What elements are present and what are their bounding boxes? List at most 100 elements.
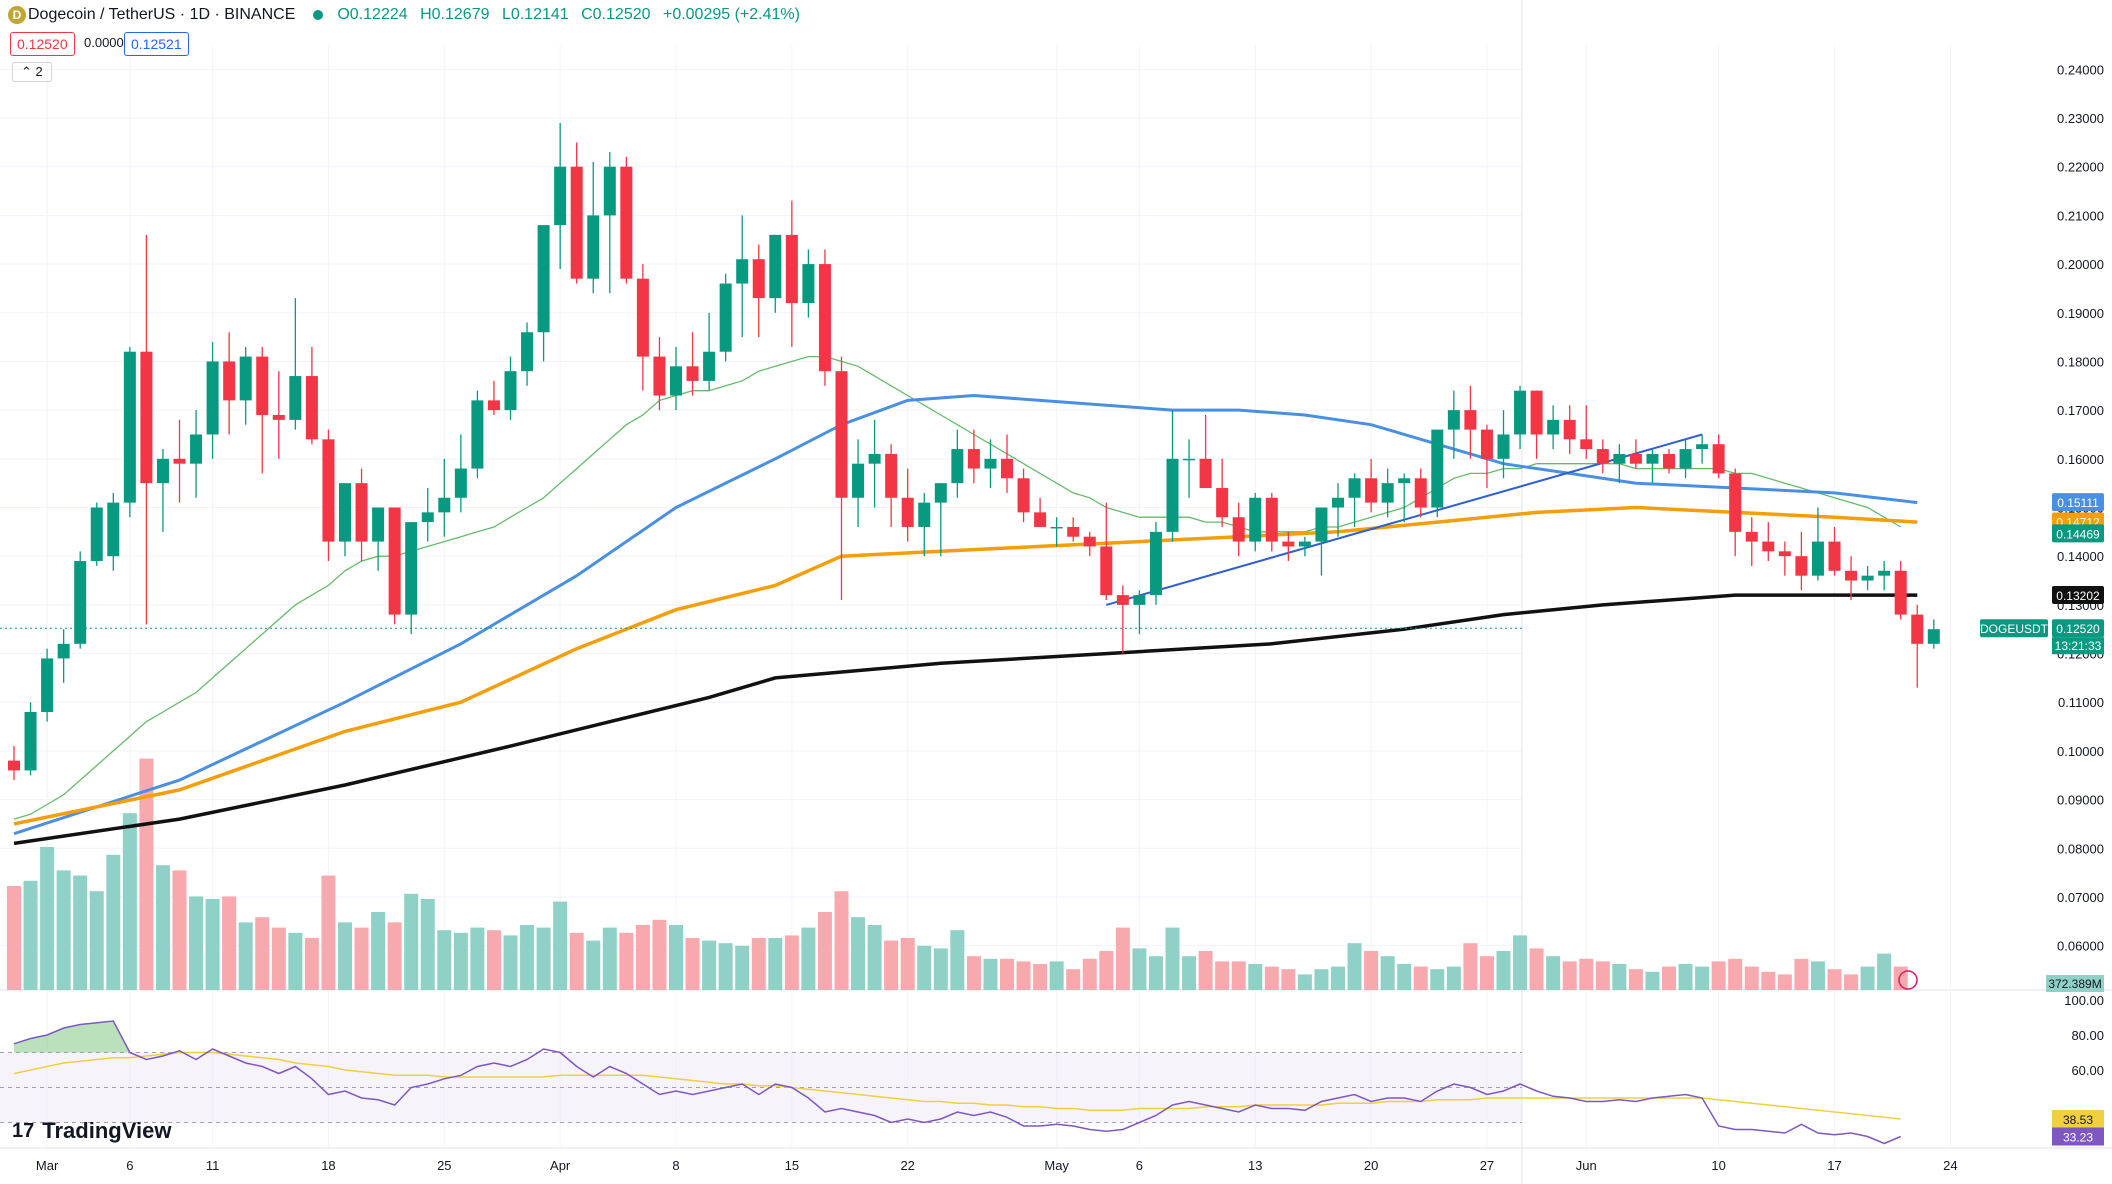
volume-bar [122,813,137,990]
candle-body [1811,541,1824,576]
y-tick-label: 0.21000 [2057,208,2104,223]
volume-bar [867,925,882,990]
candle-body [1878,570,1891,576]
candle-body [487,400,500,411]
candle-body [1861,575,1874,581]
volume-bar [470,927,485,990]
volume-bars [7,758,1908,990]
volume-bar [1877,953,1892,990]
volume-bar [1264,966,1279,990]
candle-body [1778,551,1791,557]
price-tag-label: 0.15111 [2057,496,2099,510]
volume-bar [1695,966,1710,990]
candle-body [1845,570,1858,581]
rsi-tick-label: 100.00 [2064,993,2104,1008]
volume-bar [817,912,832,990]
volume-bar [1099,951,1114,990]
tradingview-wordmark: TradingView [42,1118,172,1143]
volume-bar [1430,969,1445,990]
symbol-title[interactable]: Dogecoin / TetherUS · 1D · BINANCE [28,6,296,23]
indicators-toggle[interactable]: ⌃ 2 [12,62,52,82]
candle-body [190,434,203,464]
volume-bar [56,870,71,990]
x-tick-label: 15 [785,1158,799,1173]
volume-bar [404,893,419,990]
candle-body [1232,517,1245,542]
y-tick-label: 0.20000 [2057,257,2104,272]
candle-body [620,166,633,279]
candle-body [570,166,583,279]
volume-bar [1595,961,1610,990]
volume-bar [536,927,551,990]
volume-bar [155,865,170,990]
volume-bar [1397,964,1412,990]
sell-price-box[interactable]: 0.12520 [10,32,75,56]
y-tick-label: 0.08000 [2057,841,2104,856]
candle-body [421,512,434,523]
candle-body [1298,541,1311,547]
x-tick-label: May [1044,1158,1069,1173]
candle-body [537,225,550,333]
rsi-tick-label: 60.00 [2071,1063,2104,1078]
candle-body [123,351,136,503]
volume-bar [1579,958,1594,990]
buy-price-box[interactable]: 0.12521 [124,32,189,56]
candle-body [802,264,815,304]
price-tag-label: 0.13202 [2056,589,2100,603]
volume-bar [652,919,667,990]
volume-bar [801,927,816,990]
volume-bar [1314,969,1329,990]
x-tick-label: 27 [1480,1158,1494,1173]
candle-body [1663,453,1675,469]
volume-bar [702,940,717,990]
candle-body [1828,541,1841,571]
candle-body [74,561,87,644]
y-tick-label: 0.18000 [2057,354,2104,369]
volume-bar [437,930,452,990]
tradingview-logo[interactable]: 17 TradingView [12,1118,171,1144]
candle-body [1894,570,1907,615]
market-status-icon [313,10,324,20]
volume-bar [106,854,121,990]
candle-body [1083,536,1096,547]
candle-body [1282,541,1295,547]
candle-body [752,259,765,299]
volume-bar [1546,956,1561,990]
x-tick-label: 10 [1711,1158,1725,1173]
volume-bar [354,927,369,990]
candle-body [1696,444,1709,450]
volume-bar [7,886,21,990]
price-tag [2052,524,2104,543]
volume-bar [1446,966,1461,990]
volume-bar [1248,964,1263,990]
volume-bar [900,938,915,990]
candle-body [1365,478,1378,503]
x-tick-label: Jun [1576,1158,1597,1173]
candle-body [305,376,318,440]
volume-bar [586,940,601,990]
candle-body [239,356,252,401]
candle-body [140,351,153,484]
price-axis: 0.24000 0.23000 0.22000 0.21000 0.20000 0.190… [1898,62,2104,992]
volume-bar [1182,956,1197,990]
candle-body [471,400,484,469]
x-tick-label: 22 [900,1158,914,1173]
candle-body [1480,429,1493,459]
volume-bar [288,932,303,990]
candle-body [703,351,716,381]
alert-icon [1898,970,1918,990]
candle-body [967,449,980,469]
y-tick-label: 0.07000 [2057,890,2104,905]
ohlc-change: +0.00295 (+2.41%) [662,6,800,23]
ma-short-line [13,355,1902,820]
volume-bar [1165,927,1180,990]
candle-body [1050,526,1063,529]
volume-tag [2046,975,2104,992]
x-tick-label: 6 [1136,1158,1143,1173]
candle-body [1332,497,1344,508]
volume-bar [751,938,766,990]
candle-body [355,483,368,542]
volume-bar [1711,961,1726,990]
candle-body [1017,478,1030,513]
